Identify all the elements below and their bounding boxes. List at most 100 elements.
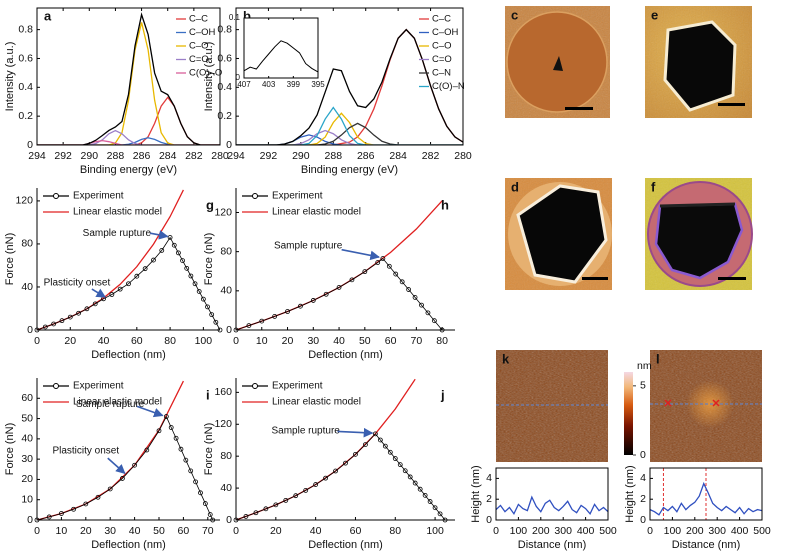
y-axis-label: Force (nN) (203, 233, 215, 286)
data-point (333, 468, 338, 474)
series-line (37, 137, 220, 145)
data-point (303, 488, 309, 493)
legend-label: C–OH (189, 27, 216, 38)
y-tick-label: 0 (27, 139, 33, 151)
x-tick-label: 80 (389, 525, 401, 537)
y-tick-label: 10 (21, 493, 33, 505)
data-point (283, 497, 289, 503)
data-point (59, 318, 65, 324)
y-tick-label: 120 (214, 206, 232, 218)
panel-letter: a (44, 8, 52, 23)
data-point (402, 468, 408, 474)
data-point (173, 435, 179, 441)
y-tick-label: 60 (21, 392, 33, 404)
data-point (259, 318, 265, 324)
series-line (37, 12, 220, 145)
axis-line (36, 378, 220, 521)
data-point (132, 462, 138, 468)
y-tick-label: 0.1 (229, 13, 241, 22)
data-point (323, 475, 328, 481)
annotation: Sample rupture (271, 425, 340, 436)
y-tick-label: 4 (640, 472, 646, 484)
data-point (176, 250, 181, 256)
data-point (46, 514, 52, 520)
x-tick-label: 20 (64, 335, 76, 347)
x-tick-label: 20 (282, 335, 294, 347)
x-tick-label: 100 (510, 525, 528, 537)
annotation-arrow (337, 427, 374, 438)
panel: 294 292 290 288 286 284 282 28000.20.40.60.8Bin… (203, 7, 472, 176)
x-tick-label: 40 (98, 335, 110, 347)
data-point (207, 512, 213, 517)
x-tick-label: 282 (185, 150, 203, 162)
image-d (505, 178, 612, 290)
image-c (505, 6, 610, 118)
data-point (323, 291, 329, 297)
y-tick-label: 0 (486, 514, 492, 526)
x-tick-label: 30 (307, 335, 319, 347)
x-tick-label: 284 (159, 150, 177, 162)
legend-marker (53, 193, 59, 199)
plot-frame (495, 467, 609, 521)
panel-letter: k (502, 351, 510, 366)
data-point (386, 263, 392, 269)
data-point (377, 437, 383, 443)
x-axis-label: Distance (nm) (518, 539, 586, 551)
panel-letter: i (206, 387, 210, 402)
x-axis-label: Deflection (nm) (308, 539, 383, 551)
x-tick-label: 300 (708, 525, 726, 537)
annotation-arrow (149, 230, 169, 240)
x-tick-label: 60 (131, 335, 143, 347)
x-tick-label: 80 (436, 335, 448, 347)
legend-label: C–C (189, 14, 208, 25)
data-point (362, 269, 368, 275)
data-point (183, 457, 189, 463)
legend-label: Linear elastic model (272, 207, 361, 218)
data-point (432, 505, 438, 511)
x-tick-label: 294 (28, 150, 46, 162)
series-line (236, 129, 463, 145)
data-point (397, 462, 403, 468)
data-point (178, 446, 184, 452)
panel: 0 10 20 30 40 50 60 70 0 10 20 30 40 50 60 Deflection (… (4, 378, 220, 551)
x-tick-label: 400 (731, 525, 749, 537)
data-point (184, 265, 190, 271)
y-axis-label: Force (nN) (4, 423, 16, 476)
panel: 0 100 200 300 400 500 0 2 4 Distance (nm) Height (… (470, 465, 617, 551)
x-tick-label: 10 (256, 335, 268, 347)
colorbar (624, 372, 633, 455)
data-point (188, 468, 194, 474)
y-axis-label: Intensity (a.u.) (4, 42, 16, 112)
y-axis-label: Height (nm) (624, 465, 636, 522)
data-point (84, 306, 90, 312)
series-line (650, 481, 762, 516)
colorbar-tick-label: 0 (640, 449, 646, 461)
y-tick-label: 0.8 (217, 23, 232, 35)
y-tick-label: 80 (220, 450, 232, 462)
y-tick-label: 0.6 (217, 52, 232, 64)
legend-marker (252, 193, 258, 199)
image-l (650, 350, 762, 462)
y-tick-label: 0.8 (18, 23, 33, 35)
x-tick-label: 60 (350, 525, 362, 537)
y-tick-label: 50 (21, 412, 33, 424)
series-line (236, 433, 446, 520)
y-tick-label: 0 (640, 514, 646, 526)
image-k (496, 350, 608, 462)
y-tick-label: 40 (21, 433, 33, 445)
data-point (144, 447, 150, 453)
series-line (236, 257, 443, 330)
x-tick-label: 280 (211, 150, 229, 162)
data-point (196, 289, 202, 294)
x-tick-label: 80 (164, 335, 176, 347)
y-tick-label: 0 (226, 139, 232, 151)
legend-label: C–C (432, 14, 451, 25)
data-point (417, 486, 423, 492)
series-line (37, 415, 214, 520)
plot-frame (235, 7, 464, 146)
legend-label: Experiment (272, 381, 323, 392)
x-tick-label: 20 (80, 525, 92, 537)
legend-label: C(O)–N (432, 81, 465, 92)
image-e (645, 6, 752, 118)
